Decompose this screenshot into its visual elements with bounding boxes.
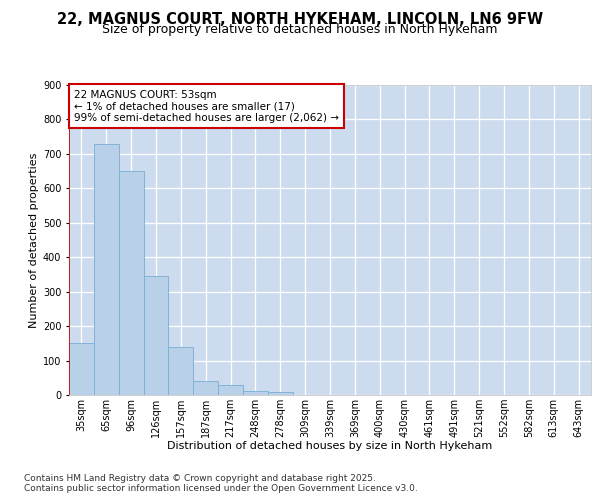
- Bar: [169, 347, 193, 395]
- Text: Contains public sector information licensed under the Open Government Licence v3: Contains public sector information licen…: [24, 484, 418, 493]
- Bar: [243, 391, 268, 395]
- Text: Contains HM Land Registry data © Crown copyright and database right 2025.: Contains HM Land Registry data © Crown c…: [24, 474, 376, 483]
- Bar: [193, 380, 218, 395]
- X-axis label: Distribution of detached houses by size in North Hykeham: Distribution of detached houses by size …: [167, 442, 493, 452]
- Y-axis label: Number of detached properties: Number of detached properties: [29, 152, 38, 328]
- Bar: [268, 392, 293, 395]
- Bar: [94, 144, 119, 395]
- Text: Size of property relative to detached houses in North Hykeham: Size of property relative to detached ho…: [102, 24, 498, 36]
- Bar: [143, 276, 169, 395]
- Text: 22 MAGNUS COURT: 53sqm
← 1% of detached houses are smaller (17)
99% of semi-deta: 22 MAGNUS COURT: 53sqm ← 1% of detached …: [74, 90, 339, 123]
- Bar: [69, 344, 94, 395]
- Bar: [119, 171, 143, 395]
- Bar: [218, 384, 243, 395]
- Text: 22, MAGNUS COURT, NORTH HYKEHAM, LINCOLN, LN6 9FW: 22, MAGNUS COURT, NORTH HYKEHAM, LINCOLN…: [57, 12, 543, 28]
